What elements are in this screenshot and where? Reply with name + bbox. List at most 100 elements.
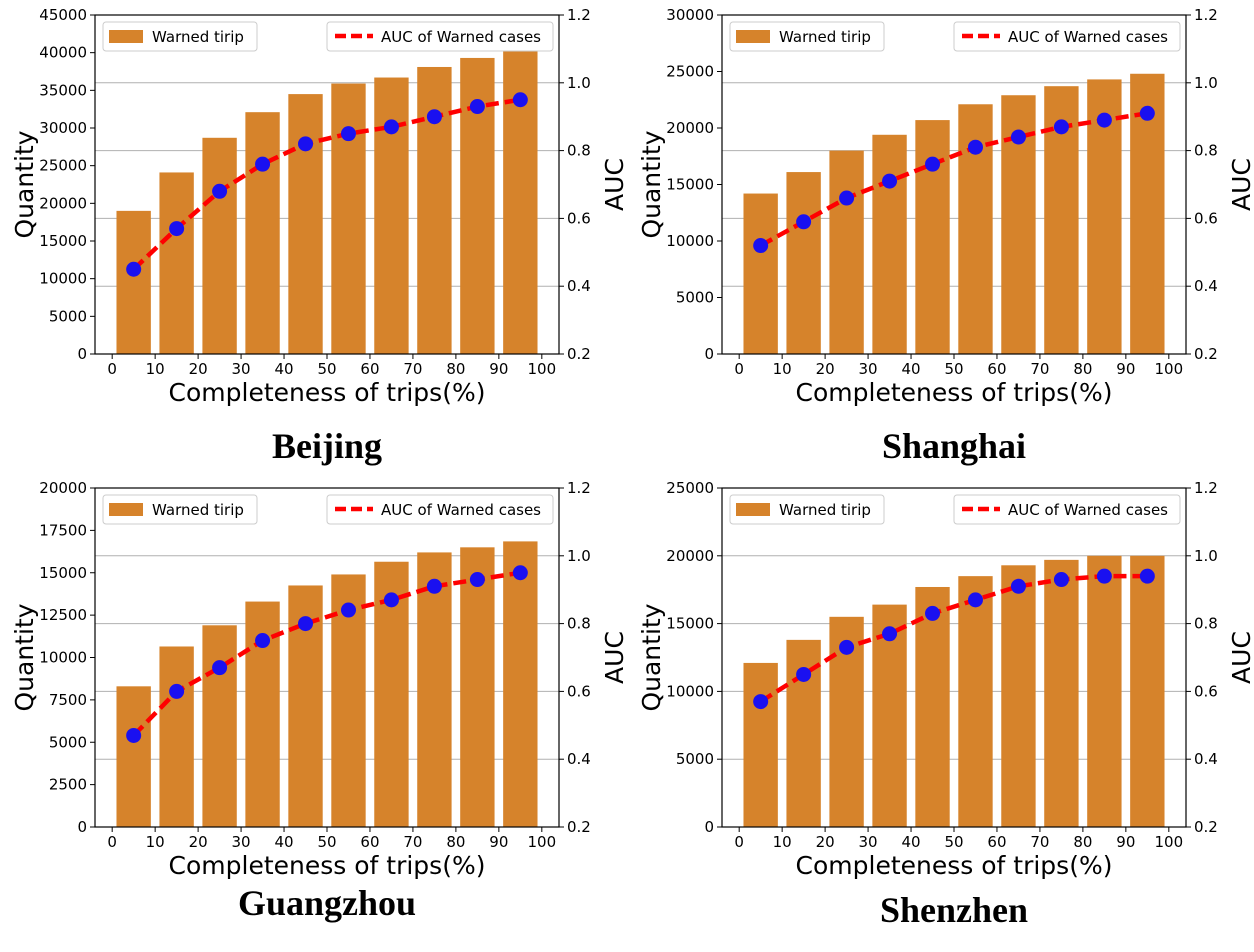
city-title: Beijing <box>272 426 382 466</box>
y-tick-label: 0 <box>77 345 87 363</box>
y-tick-label: 10000 <box>39 649 87 667</box>
city-title: Shanghai <box>882 426 1026 466</box>
bar <box>872 604 907 827</box>
x-tick-label: 20 <box>189 360 208 378</box>
y2-tick-label: 1.2 <box>1194 479 1218 497</box>
y-axis-label: Quantity <box>637 130 666 238</box>
x-tick-label: 60 <box>360 833 379 851</box>
auc-point <box>426 578 442 594</box>
y-tick-label: 0 <box>77 818 87 836</box>
auc-line <box>759 573 1148 704</box>
auc-point <box>255 156 271 172</box>
x-tick-label: 40 <box>274 833 293 851</box>
x-tick-label: 30 <box>859 360 878 378</box>
legend-bar-label: Warned tirip <box>152 501 244 519</box>
y2-tick-label: 1.2 <box>1194 6 1218 24</box>
bar <box>872 134 907 354</box>
x-tick-label: 70 <box>403 833 422 851</box>
y-tick-label: 25000 <box>666 479 714 497</box>
legend-bar-label: Warned tirip <box>779 28 871 46</box>
legend-bar-label: Warned tirip <box>152 28 244 46</box>
x-tick-label: 0 <box>107 833 117 851</box>
x-tick-label: 40 <box>274 360 293 378</box>
legend-bar: Warned tirip <box>729 494 885 525</box>
auc-point <box>1053 119 1069 135</box>
y2-tick-label: 0.4 <box>567 277 591 295</box>
y-tick-label: 45000 <box>39 6 87 24</box>
y-tick-label: 0 <box>704 345 714 363</box>
auc-point <box>796 666 812 682</box>
bar <box>915 586 950 827</box>
y-axis-label: Quantity <box>637 603 666 711</box>
legend-box <box>102 494 258 525</box>
city-title: Shenzhen <box>880 890 1028 930</box>
legend-box <box>102 21 258 52</box>
y-tick-label: 5000 <box>49 733 87 751</box>
bar <box>202 625 237 827</box>
auc-line <box>132 570 521 738</box>
y2-tick-label: 0.8 <box>1194 615 1218 633</box>
y-tick-label: 15000 <box>39 564 87 582</box>
x-tick-label: 10 <box>773 360 792 378</box>
auc-point <box>925 605 941 621</box>
auc-point <box>298 616 314 632</box>
bar <box>1087 555 1122 827</box>
x-tick-label: 70 <box>403 360 422 378</box>
x-tick-label: 80 <box>446 360 465 378</box>
x-tick-label: 50 <box>317 833 336 851</box>
bar <box>460 547 495 827</box>
auc-point <box>882 173 898 189</box>
bar <box>786 172 821 354</box>
auc-point <box>340 602 356 618</box>
auc-point <box>512 92 528 108</box>
auc-point <box>383 119 399 135</box>
y2-tick-label: 1.0 <box>1194 74 1218 92</box>
legend-line-label: AUC of Warned cases <box>381 501 541 519</box>
y2-tick-label: 1.0 <box>1194 547 1218 565</box>
legend-box <box>326 21 554 52</box>
y2-axis-label: AUC <box>1227 158 1254 211</box>
auc-point <box>512 565 528 581</box>
y-tick-label: 20000 <box>39 479 87 497</box>
x-tick-label: 40 <box>901 360 920 378</box>
bar <box>1044 559 1079 827</box>
y-tick-label: 30000 <box>666 6 714 24</box>
auc-point <box>169 221 185 237</box>
x-tick-label: 30 <box>232 360 251 378</box>
y2-tick-label: 1.0 <box>567 74 591 92</box>
auc-point <box>469 99 485 115</box>
x-tick-label: 70 <box>1030 360 1049 378</box>
x-tick-label: 20 <box>816 360 835 378</box>
x-tick-label: 30 <box>859 833 878 851</box>
city-title: Guangzhou <box>238 883 416 923</box>
y-tick-label: 15000 <box>666 176 714 194</box>
chart-panel-guangzhou: 0 10 20 30 40 50 60 70 80 90 100 0 2500 5000 7500 10000… <box>10 479 629 923</box>
y2-tick-label: 0.6 <box>567 682 591 700</box>
y-tick-label: 5000 <box>49 307 87 325</box>
y-tick-label: 25000 <box>39 157 87 175</box>
x-tick-label: 100 <box>1154 833 1183 851</box>
legend-box <box>729 21 885 52</box>
x-tick-label: 40 <box>901 833 920 851</box>
bar <box>1001 565 1036 827</box>
auc-point <box>1096 568 1112 584</box>
y-tick-label: 17500 <box>39 521 87 539</box>
bar <box>159 172 194 354</box>
y2-tick-label: 0.6 <box>567 209 591 227</box>
legend-line: AUC of Warned cases <box>326 21 554 52</box>
auc-point <box>212 660 228 676</box>
x-tick-label: 80 <box>1073 833 1092 851</box>
bar <box>116 686 151 827</box>
bar <box>288 94 323 354</box>
y-tick-label: 12500 <box>39 606 87 624</box>
x-tick-label: 80 <box>1073 360 1092 378</box>
y-tick-label: 35000 <box>39 81 87 99</box>
auc-point <box>753 694 769 710</box>
bar <box>958 576 993 827</box>
y2-tick-label: 0.4 <box>1194 277 1218 295</box>
auc-line <box>759 111 1148 248</box>
auc-point <box>383 592 399 608</box>
y2-axis-label: AUC <box>600 158 629 211</box>
bar <box>116 210 151 354</box>
